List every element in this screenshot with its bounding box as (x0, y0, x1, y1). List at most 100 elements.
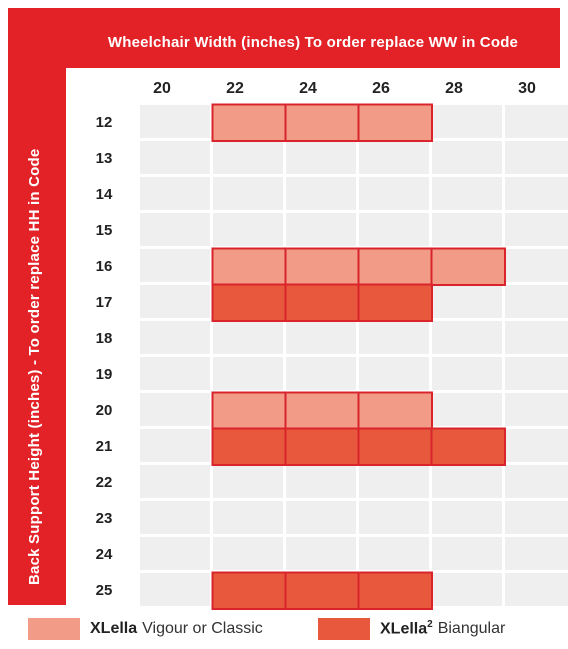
available-cell (357, 427, 433, 466)
available-cell (211, 571, 287, 610)
available-cell (284, 391, 360, 430)
height-label: 17 (96, 294, 113, 311)
available-cell (284, 571, 360, 610)
grid-cell (505, 321, 568, 354)
grid-cell (505, 141, 568, 174)
legend-model-name: XLella (90, 620, 138, 637)
grid-cell (505, 393, 568, 426)
available-cell (430, 427, 506, 466)
grid-cell (286, 321, 356, 354)
grid-cell (286, 177, 356, 210)
grid-cell (140, 141, 210, 174)
grid-cell (432, 213, 502, 246)
grid-cell (140, 105, 210, 138)
available-cell (430, 247, 506, 286)
available-cell (284, 247, 360, 286)
grid-cell (432, 465, 502, 498)
available-cell (357, 283, 433, 322)
grid-cell (140, 465, 210, 498)
grid-cell (359, 465, 429, 498)
grid-cell (140, 285, 210, 318)
grid-cell (505, 501, 568, 534)
available-cell (357, 247, 433, 286)
grid-cell (286, 357, 356, 390)
side-header-band (8, 8, 66, 605)
height-label: 19 (96, 366, 113, 383)
grid-cell (359, 321, 429, 354)
height-label: 15 (96, 222, 113, 239)
grid-cell (432, 177, 502, 210)
grid-cell (432, 105, 502, 138)
grid-cell (286, 141, 356, 174)
grid-cell (432, 501, 502, 534)
grid-cell (286, 537, 356, 570)
available-cell (211, 391, 287, 430)
available-cell (211, 283, 287, 322)
width-label: 22 (226, 80, 244, 97)
grid-cell (505, 177, 568, 210)
grid-cell (505, 465, 568, 498)
available-cell (357, 391, 433, 430)
grid-cell (505, 429, 568, 462)
height-label: 25 (96, 582, 113, 599)
height-label: 23 (96, 510, 113, 527)
grid-cell (505, 573, 568, 606)
top-header-band: Wheelchair Width (inches) To order repla… (66, 8, 560, 68)
available-cell (357, 571, 433, 610)
grid-cell (505, 537, 568, 570)
grid-cell (359, 141, 429, 174)
width-axis-title: Wheelchair Width (inches) To order repla… (107, 34, 519, 51)
available-cell (357, 103, 433, 142)
legend-swatch-dark (318, 618, 370, 640)
grid-cell (140, 177, 210, 210)
height-label: 21 (96, 438, 113, 455)
height-label: 24 (96, 546, 113, 563)
grid-cell (213, 537, 283, 570)
grid-cell (432, 141, 502, 174)
grid-cell (213, 357, 283, 390)
height-label: 16 (96, 258, 113, 275)
height-label: 13 (96, 150, 113, 167)
available-cell (211, 427, 287, 466)
available-cell (211, 247, 287, 286)
width-label: 30 (518, 80, 536, 97)
availability-grid: 20 22 24 26 28 30 12 13 14 15 16 17 18 19 20 21 22 23 24 25 (96, 80, 568, 610)
grid-cell (213, 501, 283, 534)
grid-cell (140, 573, 210, 606)
grid-cell (505, 357, 568, 390)
width-label: 28 (445, 80, 463, 97)
legend-model-name: XLella2 (380, 619, 433, 638)
grid-cell (140, 357, 210, 390)
available-cell (211, 103, 287, 142)
grid-cell (359, 213, 429, 246)
grid-cell (140, 393, 210, 426)
grid-cell (140, 321, 210, 354)
grid-cell (140, 537, 210, 570)
grid-cell (140, 249, 210, 282)
grid-cell (140, 429, 210, 462)
grid-cell (359, 177, 429, 210)
legend-model-desc: Biangular (437, 620, 506, 637)
grid-cell (213, 177, 283, 210)
grid-cell (505, 249, 568, 282)
grid-cell (359, 501, 429, 534)
grid-cell (140, 501, 210, 534)
available-cell (284, 283, 360, 322)
legend-item-vigour-classic: XLella Vigour or Classic (28, 618, 263, 640)
grid-cell (286, 213, 356, 246)
grid-cell (286, 465, 356, 498)
legend-model-desc: Vigour or Classic (142, 620, 263, 637)
grid-cell (432, 285, 502, 318)
grid-cell (213, 213, 283, 246)
legend-swatch-light (28, 618, 80, 640)
available-cell (284, 427, 360, 466)
grid-cell (505, 285, 568, 318)
width-label: 26 (372, 80, 390, 97)
width-label: 24 (299, 80, 317, 97)
grid-cell (286, 501, 356, 534)
grid-cell (140, 213, 210, 246)
grid-cell (359, 537, 429, 570)
height-label: 20 (96, 402, 113, 419)
height-label: 12 (96, 114, 113, 131)
legend-item-biangular: XLella2 Biangular (318, 618, 505, 640)
